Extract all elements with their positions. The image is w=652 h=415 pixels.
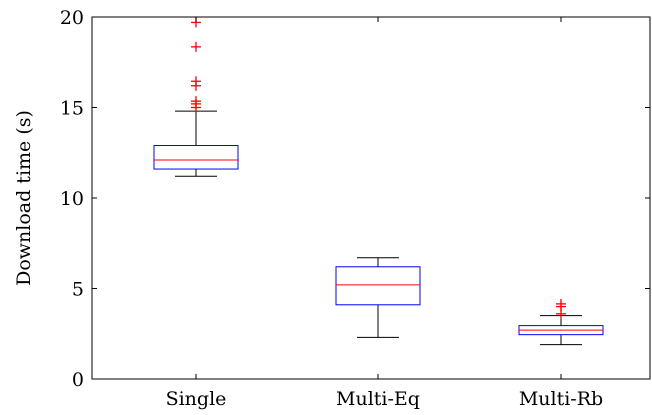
y-tick-label: 15 xyxy=(60,98,84,120)
x-tick-label: Multi-Rb xyxy=(519,388,603,410)
x-tick-label: Single xyxy=(166,388,227,410)
outlier-marker xyxy=(191,96,201,107)
x-tick-label: Multi-Eq xyxy=(336,388,420,410)
box-iqr xyxy=(153,145,239,170)
y-tick-label: 0 xyxy=(72,369,84,391)
x-ticks: Single Multi-Eq Multi-Rb xyxy=(166,17,603,410)
axes xyxy=(91,16,651,380)
box-iqr xyxy=(335,266,421,306)
boxes-group xyxy=(153,17,604,346)
y-ticks: 0 5 10 15 20 xyxy=(60,7,650,391)
outlier-marker xyxy=(556,298,566,309)
plot-frame xyxy=(91,16,651,380)
box-single xyxy=(153,17,239,177)
box-multi-rb xyxy=(518,298,604,346)
box-multi-eq xyxy=(335,257,421,338)
outlier-marker xyxy=(191,76,201,87)
y-tick-label: 10 xyxy=(60,188,84,210)
outlier-marker xyxy=(191,41,201,52)
y-tick-label: 5 xyxy=(72,279,84,301)
y-tick-label: 20 xyxy=(60,7,84,29)
y-axis-title: Download time (s) xyxy=(13,110,35,286)
